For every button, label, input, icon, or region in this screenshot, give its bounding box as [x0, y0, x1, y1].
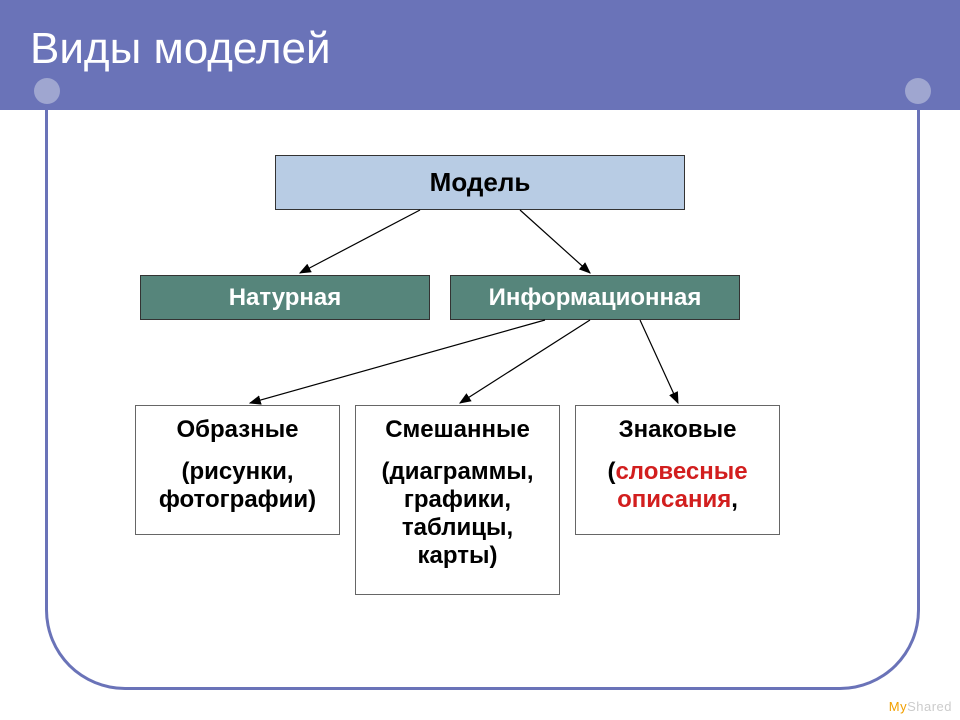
slide-title: Виды моделей [30, 24, 331, 74]
node-figurative-sub: (рисунки, фотографии) [142, 458, 333, 514]
node-symbolic: Знаковые (словесные описания, [575, 405, 780, 535]
node-figurative-title: Образные [142, 416, 333, 444]
node-mixed-sub: (диаграммы, графики, таблицы, карты) [362, 458, 553, 570]
watermark: MyShared [889, 699, 952, 714]
node-natural: Натурная [140, 275, 430, 320]
node-figurative: Образные (рисунки, фотографии) [135, 405, 340, 535]
node-model-label: Модель [430, 167, 531, 198]
node-symbolic-title: Знаковые [582, 416, 773, 444]
node-natural-label: Натурная [229, 284, 342, 312]
frame-dot-left [34, 78, 60, 104]
frame-dot-right [905, 78, 931, 104]
node-information-label: Информационная [489, 284, 702, 312]
node-model: Модель [275, 155, 685, 210]
watermark-prefix: My [889, 699, 907, 714]
watermark-suffix: Shared [907, 699, 952, 714]
node-mixed-title: Смешанные [362, 416, 553, 444]
node-symbolic-sub: (словесные описания, [582, 458, 773, 514]
node-symbolic-highlight: словесные описания [615, 458, 747, 513]
node-information: Информационная [450, 275, 740, 320]
node-mixed: Смешанные (диаграммы, графики, таблицы, … [355, 405, 560, 595]
